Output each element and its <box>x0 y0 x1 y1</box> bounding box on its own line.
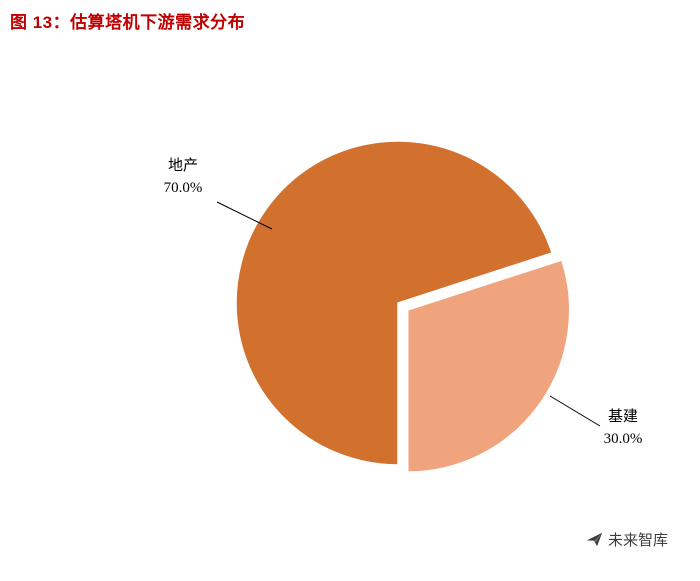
slice-name: 基建 <box>607 409 638 425</box>
watermark: 未来智库 <box>586 529 668 550</box>
figure-title: 图 13：估算塔机下游需求分布 <box>10 13 246 32</box>
slice-value: 70.0% <box>163 180 203 196</box>
leader-line-real-estate <box>216 201 273 230</box>
leader-line-infrastructure <box>549 395 601 427</box>
pie-slice-基建 <box>406 259 571 473</box>
slice-label-real-estate: 地产 70.0% <box>145 155 221 199</box>
slice-label-infrastructure: 基建 30.0% <box>585 406 661 450</box>
pie-slice-地产 <box>235 140 554 466</box>
pie-slices-group <box>235 140 571 473</box>
slice-value: 30.0% <box>603 431 643 447</box>
watermark-text: 未来智库 <box>607 532 668 549</box>
slice-name: 地产 <box>167 158 198 174</box>
logo-icon <box>586 532 603 547</box>
